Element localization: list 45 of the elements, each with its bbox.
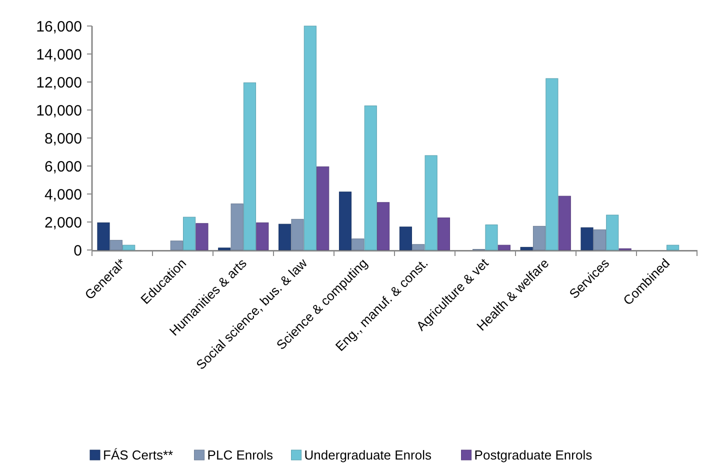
legend-label: PLC Enrols xyxy=(207,448,274,463)
bar xyxy=(316,166,330,250)
bar xyxy=(377,202,390,250)
bar xyxy=(424,155,438,250)
bar xyxy=(110,240,122,250)
bar xyxy=(122,244,136,250)
bar xyxy=(580,227,594,250)
y-tick-label: 14,000 xyxy=(36,46,82,64)
bar xyxy=(291,218,304,250)
y-tick-label: 6,000 xyxy=(44,158,82,176)
bar xyxy=(218,248,231,250)
bar xyxy=(170,240,183,250)
bar xyxy=(338,192,352,250)
y-tick-label: 12,000 xyxy=(36,74,82,92)
bar xyxy=(485,224,498,250)
legend-label: FÁS Certs** xyxy=(103,448,174,463)
y-tick-label: 16,000 xyxy=(36,18,82,36)
bar xyxy=(364,106,377,250)
bar xyxy=(256,222,269,250)
bar xyxy=(520,246,533,250)
legend-label: Undergraduate Enrols xyxy=(304,448,432,463)
bar xyxy=(399,226,412,250)
bar xyxy=(532,226,546,250)
y-tick-label: 4,000 xyxy=(44,186,82,204)
y-tick-label: 0 xyxy=(74,242,82,260)
bar xyxy=(606,214,619,250)
bar xyxy=(243,82,256,250)
bar xyxy=(352,238,364,250)
bar xyxy=(196,223,208,250)
bar xyxy=(558,196,571,250)
bar xyxy=(230,204,244,250)
legend-label: Postgraduate Enrols xyxy=(474,448,593,463)
bar xyxy=(278,224,292,250)
bar xyxy=(304,26,316,250)
y-tick-label: 10,000 xyxy=(36,102,82,120)
bar xyxy=(546,78,558,250)
bar xyxy=(437,218,450,250)
bar xyxy=(666,244,680,250)
y-tick-label: 8,000 xyxy=(44,130,82,148)
bar xyxy=(498,244,510,250)
bar xyxy=(593,229,606,250)
bar xyxy=(183,216,196,250)
y-tick-label: 2,000 xyxy=(44,214,82,232)
bar xyxy=(412,244,425,250)
bar xyxy=(97,222,110,250)
